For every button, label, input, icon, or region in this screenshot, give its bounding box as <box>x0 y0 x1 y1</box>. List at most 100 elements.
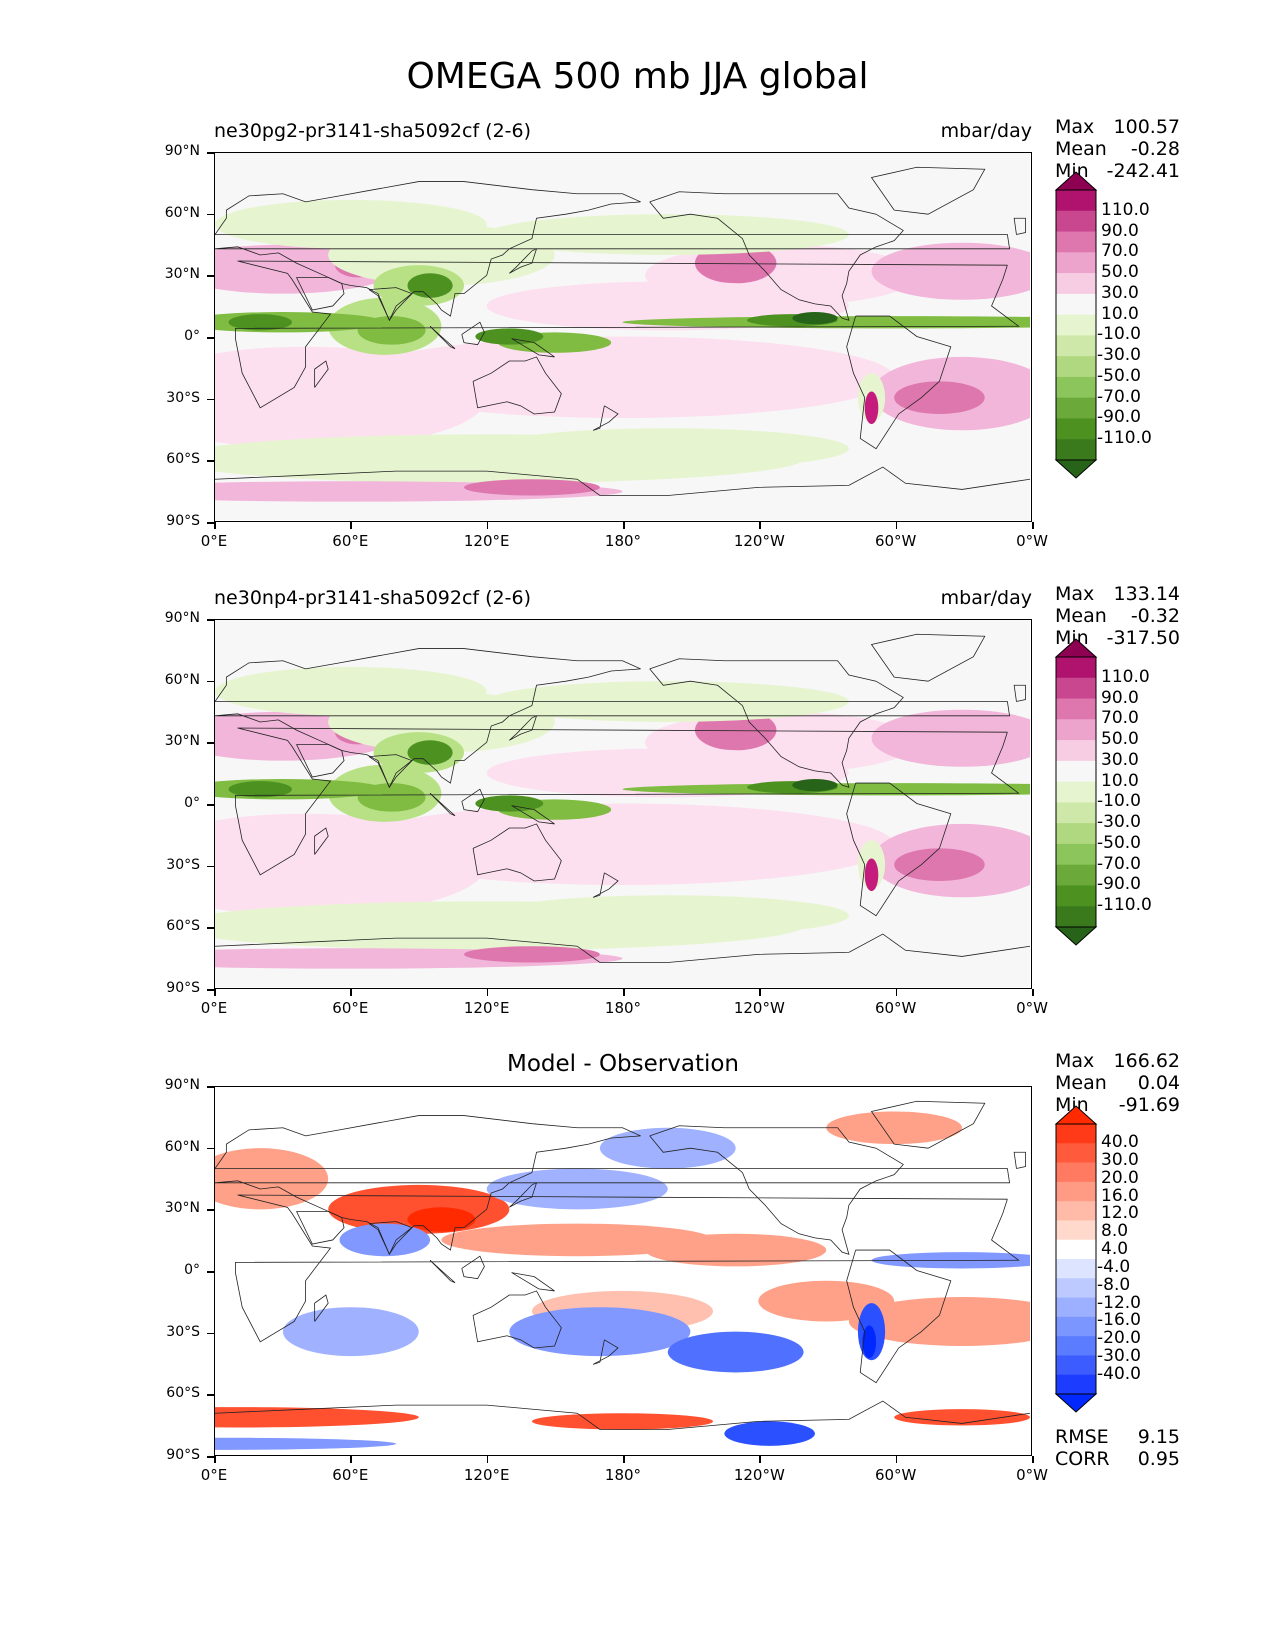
coastline <box>461 1255 485 1280</box>
stat-label: Mean <box>1055 138 1107 160</box>
x-tick-label: 60°E <box>332 532 369 550</box>
coastline <box>592 872 619 898</box>
stat-label: Max <box>1055 1050 1095 1072</box>
map-plot <box>214 1086 1032 1456</box>
x-tick-label: 0°E <box>200 999 228 1017</box>
coastline <box>235 260 1020 409</box>
colorbar-band <box>1056 376 1096 399</box>
contour-region <box>599 1127 736 1169</box>
x-tick-mark <box>759 989 761 996</box>
coastline <box>215 1115 1011 1256</box>
stat-row: Mean 0.04 <box>1055 1072 1180 1094</box>
y-tick-mark <box>207 865 214 868</box>
colorbar-tick-label: -4.0 <box>1097 1256 1131 1277</box>
x-tick-label: 120°W <box>733 999 785 1017</box>
coastline <box>215 648 1011 789</box>
coastlines <box>215 166 1030 496</box>
x-tick-mark <box>486 989 489 996</box>
contour-region <box>792 312 838 325</box>
colorbar-tick-label: -20.0 <box>1097 1328 1141 1349</box>
colorbar-tick-label: 12.0 <box>1101 1203 1139 1224</box>
x-tick-mark <box>1032 989 1034 996</box>
colorbar-tick-label: -90.0 <box>1097 407 1141 428</box>
field-contours <box>215 1111 1030 1450</box>
colorbar-band <box>1056 314 1096 336</box>
metric-row: CORR 0.95 <box>1055 1448 1180 1470</box>
x-tick-mark <box>895 522 898 529</box>
colorbar-band <box>1056 397 1096 419</box>
contour-region <box>871 242 1030 300</box>
coastline <box>511 805 555 825</box>
contour-region <box>407 740 453 765</box>
colorbar-tick-label: -30.0 <box>1097 812 1141 833</box>
colorbar-tick-label: -110.0 <box>1097 428 1152 449</box>
coastline <box>461 788 485 813</box>
x-tick-mark <box>350 989 352 996</box>
y-tick-mark <box>207 1394 214 1396</box>
colorbar-band <box>1056 1143 1096 1164</box>
y-tick-label: 60°N <box>164 671 200 688</box>
contour-region <box>464 946 600 963</box>
colorbar-tick-label: 110.0 <box>1101 666 1150 687</box>
y-tick-label: 60°N <box>164 1138 200 1155</box>
x-tick-label: 120°E <box>463 1466 510 1484</box>
colorbar-band <box>1056 1374 1096 1395</box>
colorbar-extend-min <box>1054 926 1098 946</box>
colorbar-tick-label: 30.0 <box>1101 749 1139 770</box>
y-tick-mark <box>207 619 214 621</box>
metric-value: 0.95 <box>1137 1448 1180 1470</box>
y-tick-label: 60°S <box>166 451 200 468</box>
colorbar-band <box>1056 823 1096 845</box>
coastline <box>215 933 1030 963</box>
colorbar-tick-label: -30.0 <box>1097 1345 1141 1366</box>
panel-units: mbar/day <box>940 120 1032 142</box>
colorbar-tick-label: 4.0 <box>1101 1239 1129 1260</box>
colorbar <box>1054 171 1098 479</box>
colorbar-band <box>1056 885 1096 907</box>
x-tick-mark <box>759 1456 761 1463</box>
coastline <box>509 715 538 741</box>
x-tick-label: 60°E <box>332 1466 369 1484</box>
x-tick-label: 120°E <box>463 999 510 1017</box>
y-tick-label: 90°S <box>166 513 200 529</box>
x-tick-label: 120°W <box>733 1466 785 1484</box>
colorbar-tick-label: 8.0 <box>1101 1221 1129 1242</box>
panel-title: ne30np4-pr3141-sha5092cf (2-6) <box>214 587 532 609</box>
colorbar-tick-label: 70.0 <box>1101 708 1139 729</box>
stat-row: Mean -0.28 <box>1055 138 1180 160</box>
stat-value: -317.50 <box>1106 627 1180 649</box>
contour-region <box>826 1111 963 1145</box>
x-tick-mark <box>1032 522 1034 529</box>
metric-row: RMSE 9.15 <box>1055 1426 1180 1448</box>
x-tick-mark <box>623 522 625 529</box>
colorbar-band <box>1056 906 1096 928</box>
x-tick-label: 180° <box>604 999 642 1017</box>
x-tick-label: 0°E <box>200 532 228 550</box>
y-tick-label: 0° <box>184 1262 200 1278</box>
metric-label: RMSE <box>1055 1426 1109 1448</box>
colorbar-tick-label: 30.0 <box>1101 1150 1139 1171</box>
coastline <box>314 827 329 855</box>
coastline <box>1013 684 1026 702</box>
contour-region <box>894 848 985 881</box>
colorbar-band <box>1056 335 1096 357</box>
colorbar-tick-label: 50.0 <box>1101 729 1139 750</box>
colorbar-tick-label: 90.0 <box>1101 220 1139 241</box>
stat-value: -242.41 <box>1106 160 1180 182</box>
contour-region <box>792 779 838 792</box>
coastline <box>649 191 904 321</box>
colorbar-band <box>1056 657 1096 679</box>
panel-units: mbar/day <box>940 587 1032 609</box>
coastline <box>429 792 456 817</box>
y-tick-mark <box>207 1086 214 1088</box>
colorbar-tick-label: 30.0 <box>1101 282 1139 303</box>
y-tick-label: 90°N <box>164 610 200 626</box>
x-tick-label: 120°E <box>463 532 510 550</box>
contour-region <box>407 273 453 298</box>
y-tick-label: 0° <box>184 328 200 344</box>
colorbar-tick-label: -10.0 <box>1097 324 1141 345</box>
colorbar-tick-label: -16.0 <box>1097 1310 1141 1331</box>
colorbar-tick-label: 70.0 <box>1101 241 1139 262</box>
colorbar-outline <box>1055 1123 1097 1395</box>
contour-region <box>350 336 895 419</box>
